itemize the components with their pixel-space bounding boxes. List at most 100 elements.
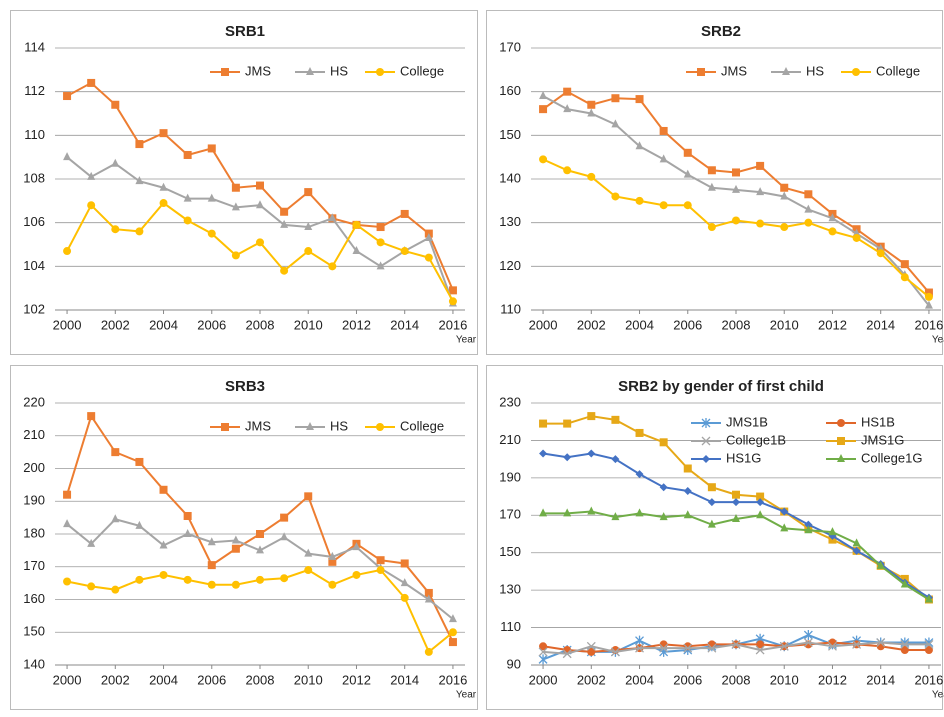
legend-label: JMS bbox=[245, 63, 271, 78]
marker bbox=[208, 561, 216, 569]
y-tick-label: 200 bbox=[23, 460, 45, 475]
y-tick-label: 106 bbox=[23, 214, 45, 229]
x-axis-label: Year bbox=[932, 690, 944, 701]
marker bbox=[63, 92, 71, 100]
panel-border bbox=[487, 11, 943, 355]
legend-label: College1G bbox=[861, 450, 922, 465]
x-tick-label: 2014 bbox=[390, 317, 419, 332]
x-tick-label: 2010 bbox=[770, 317, 799, 332]
x-tick-label: 2008 bbox=[246, 672, 275, 687]
marker bbox=[135, 458, 143, 466]
marker bbox=[184, 216, 192, 224]
marker bbox=[636, 95, 644, 103]
marker bbox=[376, 68, 384, 76]
marker bbox=[877, 249, 885, 257]
y-tick-label: 104 bbox=[23, 258, 45, 273]
x-tick-label: 2000 bbox=[529, 672, 558, 687]
marker bbox=[87, 79, 95, 87]
legend-label: JMS bbox=[721, 63, 747, 78]
legend-label: College bbox=[400, 63, 444, 78]
marker bbox=[539, 420, 547, 428]
marker bbox=[828, 227, 836, 235]
y-tick-label: 110 bbox=[500, 301, 521, 316]
y-tick-label: 110 bbox=[24, 127, 45, 142]
marker bbox=[221, 423, 229, 431]
marker bbox=[304, 188, 312, 196]
y-tick-label: 108 bbox=[23, 170, 45, 185]
marker bbox=[925, 293, 933, 301]
marker bbox=[208, 144, 216, 152]
x-tick-label: 2012 bbox=[818, 317, 847, 332]
chart-title: SRB1 bbox=[225, 23, 265, 40]
marker bbox=[135, 140, 143, 148]
legend-label: HS1G bbox=[726, 450, 761, 465]
y-tick-label: 150 bbox=[499, 544, 521, 559]
marker bbox=[256, 576, 264, 584]
marker bbox=[804, 219, 812, 227]
y-tick-label: 90 bbox=[507, 656, 521, 671]
marker bbox=[636, 429, 644, 437]
legend-label: HS bbox=[806, 63, 824, 78]
marker bbox=[63, 577, 71, 585]
y-tick-label: 140 bbox=[23, 656, 45, 671]
marker bbox=[401, 247, 409, 255]
x-tick-label: 2004 bbox=[625, 317, 654, 332]
legend-label: College bbox=[876, 63, 920, 78]
marker bbox=[87, 582, 95, 590]
chart-title: SRB3 bbox=[225, 378, 265, 395]
marker bbox=[111, 225, 119, 233]
y-tick-label: 120 bbox=[499, 258, 521, 273]
x-tick-label: 2008 bbox=[722, 672, 751, 687]
marker bbox=[135, 576, 143, 584]
marker bbox=[611, 416, 619, 424]
marker bbox=[636, 197, 644, 205]
legend-label: HS1B bbox=[861, 414, 895, 429]
y-tick-label: 150 bbox=[499, 127, 521, 142]
marker bbox=[539, 155, 547, 163]
y-tick-label: 230 bbox=[499, 394, 521, 409]
marker bbox=[401, 210, 409, 218]
x-tick-label: 2016 bbox=[438, 672, 467, 687]
marker bbox=[328, 262, 336, 270]
marker bbox=[587, 412, 595, 420]
marker bbox=[111, 586, 119, 594]
marker bbox=[160, 486, 168, 494]
marker bbox=[184, 576, 192, 584]
marker bbox=[377, 223, 385, 231]
marker bbox=[660, 438, 668, 446]
marker bbox=[732, 216, 740, 224]
marker bbox=[425, 648, 433, 656]
y-tick-label: 160 bbox=[499, 83, 521, 98]
x-axis-label: Year bbox=[456, 335, 477, 346]
marker bbox=[208, 230, 216, 238]
marker bbox=[184, 151, 192, 159]
marker bbox=[587, 173, 595, 181]
chart-title: SRB2 by gender of first child bbox=[618, 378, 824, 395]
marker bbox=[376, 423, 384, 431]
marker bbox=[256, 530, 264, 538]
x-tick-label: 2004 bbox=[149, 672, 178, 687]
x-axis-label: Year bbox=[456, 690, 477, 701]
marker bbox=[328, 581, 336, 589]
legend-label: JMS1G bbox=[861, 432, 904, 447]
marker bbox=[708, 483, 716, 491]
marker bbox=[232, 184, 240, 192]
x-tick-label: 2012 bbox=[342, 317, 371, 332]
marker bbox=[280, 267, 288, 275]
marker bbox=[160, 571, 168, 579]
marker bbox=[587, 101, 595, 109]
chart-title: SRB2 bbox=[701, 23, 741, 40]
x-tick-label: 2004 bbox=[625, 672, 654, 687]
y-tick-label: 114 bbox=[24, 39, 45, 54]
y-tick-label: 130 bbox=[499, 582, 521, 597]
x-tick-label: 2008 bbox=[246, 317, 275, 332]
marker bbox=[208, 581, 216, 589]
marker bbox=[780, 223, 788, 231]
x-tick-label: 2016 bbox=[914, 317, 943, 332]
x-tick-label: 2010 bbox=[770, 672, 799, 687]
marker bbox=[135, 227, 143, 235]
x-tick-label: 2002 bbox=[577, 672, 606, 687]
marker bbox=[660, 127, 668, 135]
